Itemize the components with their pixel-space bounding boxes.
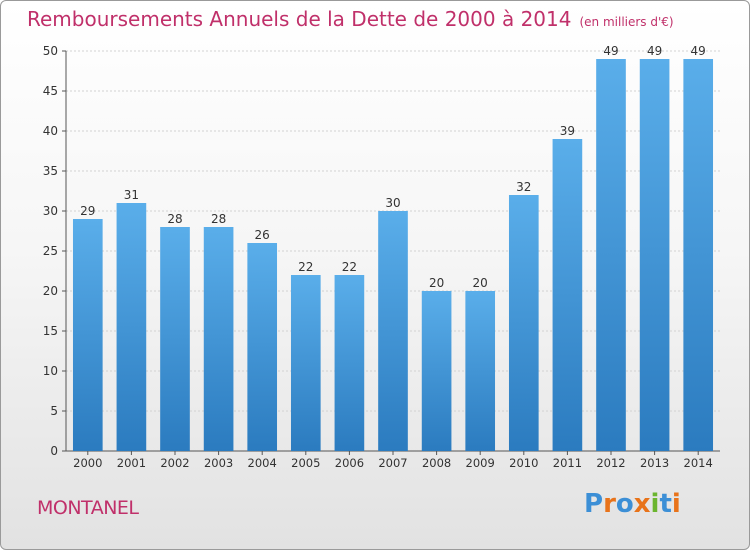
y-tick-label: 5 — [50, 404, 58, 418]
x-tick-label-2014: 2014 — [684, 456, 713, 470]
data-label-2009: 20 — [473, 276, 488, 290]
bar-2001 — [116, 203, 147, 451]
bar-2014 — [683, 59, 714, 451]
logo-letter: i — [671, 489, 681, 519]
data-label-2011: 39 — [560, 124, 575, 138]
y-tick-label: 40 — [43, 124, 58, 138]
y-tick-label: 30 — [43, 204, 58, 218]
bar-2002 — [160, 227, 190, 451]
y-tick-label: 35 — [43, 164, 58, 178]
logo-letter: P — [584, 489, 604, 519]
x-tick-label-2009: 2009 — [466, 456, 495, 470]
chart-title-text: Remboursements Annuels de la Dette de 20… — [27, 7, 572, 31]
bar-2013 — [639, 59, 670, 451]
data-labels: 29 31 28 28 26 22 22 30 20 20 32 39 49 49 49 — [80, 44, 706, 290]
data-label-2007: 30 — [385, 196, 400, 210]
data-label-2003: 28 — [211, 212, 226, 226]
y-tick-label: 0 — [50, 444, 58, 458]
x-tick-label-2013: 2013 — [640, 456, 669, 470]
x-tick-label-2006: 2006 — [335, 456, 364, 470]
chart-title: Remboursements Annuels de la Dette de 20… — [27, 7, 674, 31]
logo-letter: i — [650, 489, 660, 519]
logo-letter: t — [659, 489, 672, 519]
bar-2004 — [247, 243, 278, 451]
x-tick-label-2005: 2005 — [291, 456, 320, 470]
data-label-2012: 49 — [603, 44, 618, 58]
x-tick-label-2004: 2004 — [248, 456, 277, 470]
bar-2011 — [552, 139, 583, 451]
x-tick-label-2011: 2011 — [553, 456, 582, 470]
bar-2010 — [508, 195, 539, 451]
y-tick-label: 45 — [43, 84, 58, 98]
y-tick-label: 15 — [43, 324, 58, 338]
x-tick-label-2003: 2003 — [204, 456, 233, 470]
x-tick-label-2001: 2001 — [117, 456, 146, 470]
logo-letter: r — [603, 489, 616, 519]
x-tick-label-2007: 2007 — [378, 456, 407, 470]
bar-2005 — [290, 275, 321, 451]
data-label-2014: 49 — [691, 44, 706, 58]
x-tick-label-2000: 2000 — [73, 456, 102, 470]
x-tick-label-2002: 2002 — [160, 456, 189, 470]
proxiti-logo[interactable]: Proxiti — [584, 489, 681, 519]
x-tick-label-2012: 2012 — [596, 456, 625, 470]
data-label-2013: 49 — [647, 44, 662, 58]
data-label-2008: 20 — [429, 276, 444, 290]
bar-2012 — [596, 59, 626, 451]
chart-unit: (en milliers d'€) — [579, 15, 674, 29]
y-tick-label: 50 — [43, 44, 58, 58]
data-label-2006: 22 — [342, 260, 357, 274]
data-label-2004: 26 — [255, 228, 270, 242]
y-tick-label: 25 — [43, 244, 58, 258]
bar-2009 — [465, 291, 496, 451]
data-label-2010: 32 — [516, 180, 531, 194]
axes: 0 5 10 15 20 25 30 35 40 45 50 2000 2001 2002 2003 2004… — [43, 44, 720, 470]
y-tick-label: 20 — [43, 284, 58, 298]
bars — [72, 59, 714, 451]
logo-letter: o — [615, 489, 634, 519]
data-label-2000: 29 — [80, 204, 95, 218]
data-label-2002: 28 — [167, 212, 182, 226]
bar-2007 — [378, 211, 408, 451]
bar-2000 — [72, 219, 103, 451]
x-tick-label-2010: 2010 — [509, 456, 538, 470]
commune-name: MONTANEL — [37, 497, 139, 519]
data-label-2001: 31 — [124, 188, 139, 202]
x-tick-label-2008: 2008 — [422, 456, 451, 470]
data-label-2005: 22 — [298, 260, 313, 274]
logo-letter: x — [633, 489, 651, 519]
bar-2008 — [421, 291, 452, 451]
bar-2006 — [334, 275, 365, 451]
bar-2003 — [203, 227, 234, 451]
y-tick-label: 10 — [43, 364, 58, 378]
